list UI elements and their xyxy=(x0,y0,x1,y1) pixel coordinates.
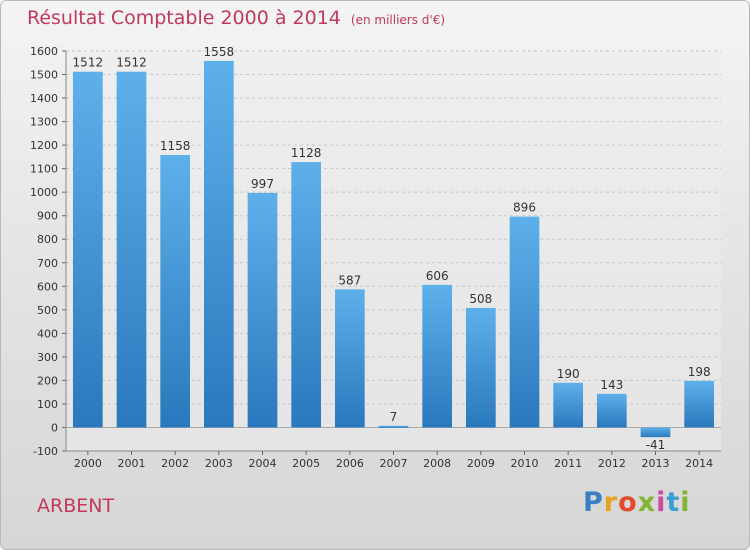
chart-title: Résultat Comptable 2000 à 2014 (en millie… xyxy=(27,7,445,29)
logo-letter: r xyxy=(603,487,619,518)
bar xyxy=(160,155,191,428)
x-tick-label: 2001 xyxy=(118,457,146,470)
data-label: 7 xyxy=(390,410,398,424)
bar xyxy=(203,60,234,428)
data-label: 606 xyxy=(426,269,449,283)
y-tick-label: 1600 xyxy=(30,45,58,58)
y-tick-label: 300 xyxy=(37,351,58,364)
data-label: -41 xyxy=(646,438,666,452)
y-tick-label: 0 xyxy=(51,421,58,434)
x-tick-label: 2006 xyxy=(336,457,364,470)
y-tick-label: 600 xyxy=(37,280,58,293)
logo-letter: o xyxy=(618,487,638,518)
bar xyxy=(291,162,322,428)
chart-title-text: Résultat Comptable 2000 à 2014 xyxy=(27,7,341,29)
y-tick-label: 1200 xyxy=(30,139,58,152)
bar xyxy=(72,71,103,428)
y-tick-label: 1300 xyxy=(30,116,58,129)
data-label: 1512 xyxy=(73,56,104,70)
y-tick-label: -100 xyxy=(33,445,58,458)
bar xyxy=(684,380,715,428)
x-tick-label: 2014 xyxy=(685,457,713,470)
x-tick-label: 2009 xyxy=(467,457,495,470)
y-tick-label: 200 xyxy=(37,374,58,387)
x-tick-label: 2005 xyxy=(292,457,320,470)
bar xyxy=(553,382,584,428)
y-tick-label: 800 xyxy=(37,233,58,246)
y-tick-label: 400 xyxy=(37,327,58,340)
y-tick-label: 900 xyxy=(37,210,58,223)
x-tick-label: 2010 xyxy=(511,457,539,470)
bar xyxy=(116,71,147,428)
data-label: 190 xyxy=(557,367,580,381)
bar xyxy=(422,284,453,428)
logo-letter: t xyxy=(666,487,681,518)
logo-letter: P xyxy=(583,487,604,518)
x-tick-label: 2008 xyxy=(423,457,451,470)
commune-name: ARBENT xyxy=(37,495,115,517)
proxiti-logo: Proxiti xyxy=(583,487,691,518)
logo-letter: i xyxy=(656,487,667,518)
bar xyxy=(465,307,496,428)
y-tick-label: 100 xyxy=(37,398,58,411)
data-label: 1558 xyxy=(204,45,235,59)
data-label: 1128 xyxy=(291,146,322,160)
bar xyxy=(247,192,278,428)
logo-letter: i xyxy=(680,487,691,518)
data-label: 896 xyxy=(513,201,536,215)
y-tick-label: 1000 xyxy=(30,186,58,199)
x-tick-label: 2011 xyxy=(554,457,582,470)
x-tick-label: 2013 xyxy=(642,457,670,470)
y-tick-label: 1500 xyxy=(30,69,58,82)
y-tick-label: 700 xyxy=(37,257,58,270)
data-label: 997 xyxy=(251,177,274,191)
data-label: 143 xyxy=(600,378,623,392)
x-tick-label: 2012 xyxy=(598,457,626,470)
bar xyxy=(378,425,409,428)
chart-subtitle: (en milliers d'€) xyxy=(350,13,446,27)
bar xyxy=(640,427,671,438)
bar xyxy=(509,216,540,428)
bar xyxy=(334,289,365,428)
x-tick-label: 2000 xyxy=(74,457,102,470)
data-label: 198 xyxy=(688,365,711,379)
x-tick-label: 2004 xyxy=(249,457,277,470)
x-tick-label: 2007 xyxy=(380,457,408,470)
x-tick-label: 2003 xyxy=(205,457,233,470)
x-tick-label: 2002 xyxy=(161,457,189,470)
data-label: 587 xyxy=(338,273,361,287)
bar xyxy=(596,393,627,428)
data-label: 1158 xyxy=(160,139,191,153)
y-tick-label: 1100 xyxy=(30,163,58,176)
y-tick-label: 500 xyxy=(37,304,58,317)
y-tick-label: 1400 xyxy=(30,92,58,105)
data-label: 1512 xyxy=(116,56,147,70)
data-label: 508 xyxy=(469,292,492,306)
logo-letter: x xyxy=(637,487,657,518)
